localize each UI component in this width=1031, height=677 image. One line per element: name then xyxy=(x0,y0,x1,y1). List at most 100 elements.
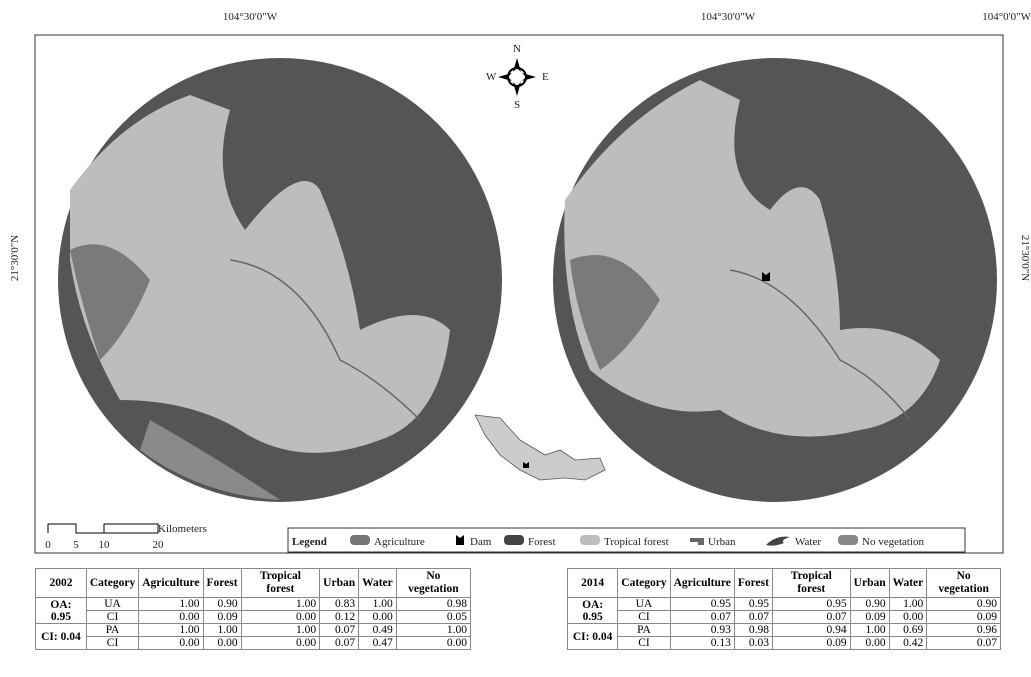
scale-tick: 20 xyxy=(153,539,165,551)
table-row: CI0.000.090.000.120.000.05 xyxy=(36,611,471,624)
coord-label: 21°30'0"N xyxy=(1019,235,1031,281)
header-cell: Forest xyxy=(734,569,772,598)
value-cell: 1.00 xyxy=(139,598,203,611)
value-cell: 0.00 xyxy=(889,611,927,624)
header-cell: Water xyxy=(359,569,397,598)
value-cell: 0.07 xyxy=(320,624,359,637)
category-cell: UA xyxy=(618,598,670,611)
category-cell: UA xyxy=(86,598,138,611)
header-cell: Tropical forest xyxy=(772,569,850,598)
value-cell: 0.00 xyxy=(203,637,241,650)
group-cell: CI: 0.04 xyxy=(36,624,87,650)
compass: N E S W xyxy=(486,43,549,111)
value-cell: 0.93 xyxy=(670,624,734,637)
coord-label: 104°30'0"W xyxy=(223,11,278,23)
value-cell: 0.00 xyxy=(396,637,470,650)
value-cell: 0.00 xyxy=(241,611,320,624)
legend: Legend Agriculture Dam Forest Tropical f… xyxy=(288,528,965,552)
value-cell: 0.00 xyxy=(241,637,320,650)
category-cell: PA xyxy=(618,624,670,637)
header-cell: No vegetation xyxy=(927,569,1001,598)
value-cell: 0.90 xyxy=(850,598,889,611)
value-cell: 0.69 xyxy=(889,624,927,637)
coord-label: 104°0'0"W xyxy=(982,11,1031,23)
value-cell: 0.07 xyxy=(927,637,1001,650)
value-cell: 0.07 xyxy=(670,611,734,624)
scale-tick: 10 xyxy=(99,539,111,551)
compass-label: S xyxy=(514,99,520,111)
header-cell: Urban xyxy=(320,569,359,598)
category-cell: CI xyxy=(618,611,670,624)
scale-tick: 0 xyxy=(45,539,51,551)
inset-mexico xyxy=(475,415,605,480)
group-cell: OA: 0.95 xyxy=(568,598,618,624)
value-cell: 0.90 xyxy=(927,598,1001,611)
value-cell: 0.94 xyxy=(772,624,850,637)
value-cell: 1.00 xyxy=(359,598,397,611)
value-cell: 0.00 xyxy=(139,637,203,650)
value-cell: 0.07 xyxy=(320,637,359,650)
compass-label: E xyxy=(542,71,549,83)
coord-label: 21°30'0"N xyxy=(9,235,21,281)
group-cell: OA: 0.95 xyxy=(36,598,87,624)
value-cell: 0.47 xyxy=(359,637,397,650)
value-cell: 1.00 xyxy=(241,598,320,611)
scale-tick: 5 xyxy=(73,539,79,551)
header-cell: Forest xyxy=(203,569,241,598)
value-cell: 0.00 xyxy=(359,611,397,624)
value-cell: 0.00 xyxy=(850,637,889,650)
value-cell: 1.00 xyxy=(139,624,203,637)
legend-item: Agriculture xyxy=(374,536,425,548)
value-cell: 0.00 xyxy=(139,611,203,624)
category-cell: PA xyxy=(86,624,138,637)
value-cell: 0.83 xyxy=(320,598,359,611)
value-cell: 0.09 xyxy=(850,611,889,624)
value-cell: 1.00 xyxy=(889,598,927,611)
header-cell: Category xyxy=(86,569,138,598)
value-cell: 0.96 xyxy=(927,624,1001,637)
header-cell: Water xyxy=(889,569,927,598)
scale-bar: Kilometers 0 5 10 20 xyxy=(45,523,207,551)
value-cell: 0.12 xyxy=(320,611,359,624)
value-cell: 0.13 xyxy=(670,637,734,650)
value-cell: 0.98 xyxy=(734,624,772,637)
map-2002 xyxy=(58,58,502,502)
group-cell: CI: 0.04 xyxy=(568,624,618,650)
header-cell: 2014 xyxy=(568,569,618,598)
legend-item: Water xyxy=(795,536,821,548)
value-cell: 0.09 xyxy=(927,611,1001,624)
value-cell: 0.49 xyxy=(359,624,397,637)
value-cell: 0.07 xyxy=(734,611,772,624)
scale-unit: Kilometers xyxy=(158,523,207,535)
header-cell: 2002 xyxy=(36,569,87,598)
map: 104°30'0"W 104°30'0"W 104°0'0"W 21°30'0"… xyxy=(0,0,1031,562)
value-cell: 1.00 xyxy=(396,624,470,637)
legend-item: No vegetation xyxy=(862,536,925,548)
header-cell: Urban xyxy=(850,569,889,598)
legend-item: Tropical forest xyxy=(604,536,669,548)
category-cell: CI xyxy=(86,637,138,650)
legend-item: Dam xyxy=(470,536,492,548)
value-cell: 1.00 xyxy=(203,624,241,637)
value-cell: 1.00 xyxy=(850,624,889,637)
value-cell: 0.09 xyxy=(772,637,850,650)
header-cell: Tropical forest xyxy=(241,569,320,598)
compass-label: W xyxy=(486,71,497,83)
header-cell: Agriculture xyxy=(670,569,734,598)
category-cell: CI xyxy=(618,637,670,650)
value-cell: 1.00 xyxy=(241,624,320,637)
value-cell: 0.03 xyxy=(734,637,772,650)
legend-item: Forest xyxy=(528,536,556,548)
value-cell: 0.09 xyxy=(203,611,241,624)
legend-item: Urban xyxy=(708,536,736,548)
